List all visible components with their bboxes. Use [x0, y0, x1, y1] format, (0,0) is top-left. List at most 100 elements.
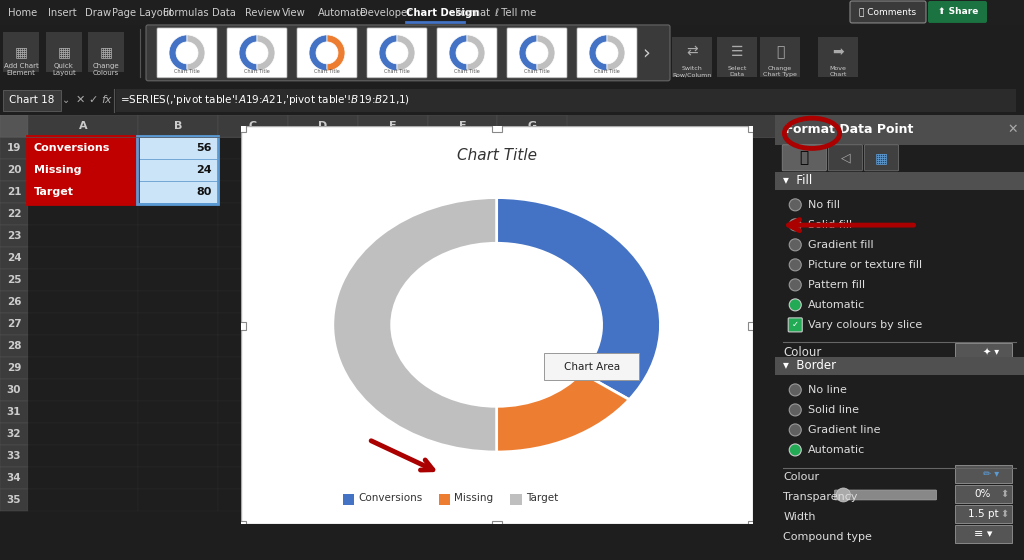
Bar — [28, 379, 138, 401]
Wedge shape — [379, 35, 397, 71]
Bar — [28, 137, 138, 159]
Bar — [138, 423, 218, 445]
Bar — [218, 467, 288, 489]
Bar — [428, 445, 498, 467]
FancyBboxPatch shape — [864, 145, 899, 171]
Bar — [498, 291, 567, 313]
Bar — [428, 467, 498, 489]
Text: Select
Data: Select Data — [727, 67, 746, 77]
Bar — [218, 115, 288, 137]
Bar — [748, 124, 758, 132]
Text: ⌄: ⌄ — [61, 95, 70, 105]
Bar — [0, 291, 28, 313]
Text: Picture or texture fill: Picture or texture fill — [808, 260, 923, 270]
Text: ⇄: ⇄ — [686, 45, 697, 59]
Bar — [288, 247, 357, 269]
Text: Chart Title: Chart Title — [457, 148, 537, 164]
Text: ⬍: ⬍ — [999, 509, 1008, 519]
Bar — [498, 313, 567, 335]
Bar — [137, 136, 218, 204]
Text: No fill: No fill — [808, 200, 841, 210]
Bar — [218, 423, 288, 445]
Bar — [498, 357, 567, 379]
Bar — [218, 379, 288, 401]
Bar — [492, 521, 502, 529]
Bar — [138, 379, 218, 401]
Bar — [357, 401, 428, 423]
Text: Review: Review — [245, 8, 281, 18]
Bar — [218, 489, 288, 511]
Bar — [28, 181, 138, 203]
Bar — [357, 181, 428, 203]
Bar — [218, 247, 288, 269]
Bar — [0, 225, 28, 247]
Bar — [492, 124, 502, 132]
Wedge shape — [589, 35, 607, 71]
Text: Change
Colours: Change Colours — [93, 63, 120, 76]
Bar — [357, 445, 428, 467]
Circle shape — [790, 199, 801, 211]
Text: G: G — [527, 121, 537, 131]
Circle shape — [790, 259, 801, 271]
Text: 22: 22 — [7, 209, 22, 219]
Bar — [138, 137, 218, 159]
Text: Missing: Missing — [34, 165, 82, 175]
Text: 27: 27 — [7, 319, 22, 329]
Text: 26: 26 — [7, 297, 22, 307]
FancyBboxPatch shape — [954, 505, 1012, 523]
Text: ✦ ▾: ✦ ▾ — [983, 348, 999, 358]
Bar — [0, 445, 28, 467]
Bar — [498, 379, 567, 401]
Text: ✕: ✕ — [1008, 123, 1018, 136]
Bar — [357, 467, 428, 489]
Bar — [288, 445, 357, 467]
Bar — [28, 445, 138, 467]
Bar — [28, 225, 138, 247]
Bar — [138, 489, 218, 511]
Bar — [428, 335, 498, 357]
Bar — [27, 136, 138, 204]
Bar — [0, 423, 28, 445]
Bar — [138, 335, 218, 357]
Bar — [428, 159, 498, 181]
Wedge shape — [467, 35, 485, 71]
FancyBboxPatch shape — [954, 485, 1012, 503]
Text: Automatic: Automatic — [808, 445, 865, 455]
FancyBboxPatch shape — [367, 28, 427, 78]
Text: ›: › — [642, 43, 650, 62]
Bar — [218, 335, 288, 357]
Bar — [428, 423, 498, 445]
Bar — [288, 313, 357, 335]
Text: Quick
Layout: Quick Layout — [52, 63, 76, 76]
FancyBboxPatch shape — [157, 28, 217, 78]
Bar — [498, 401, 567, 423]
Bar — [138, 401, 218, 423]
Text: Chart Title: Chart Title — [174, 69, 200, 74]
Bar — [218, 137, 288, 159]
Text: 56: 56 — [197, 143, 212, 153]
Wedge shape — [239, 35, 257, 71]
FancyBboxPatch shape — [3, 90, 61, 111]
Text: Format Data Point: Format Data Point — [785, 123, 913, 136]
Text: ▦: ▦ — [57, 45, 71, 59]
Wedge shape — [333, 198, 497, 452]
Bar — [138, 291, 218, 313]
Text: ℓ Tell me: ℓ Tell me — [494, 8, 537, 18]
FancyBboxPatch shape — [850, 1, 926, 23]
Bar — [138, 115, 218, 137]
Bar — [498, 159, 567, 181]
Bar — [357, 269, 428, 291]
Circle shape — [790, 444, 801, 456]
Bar — [28, 137, 138, 159]
Bar — [428, 357, 498, 379]
Text: Draw: Draw — [85, 8, 112, 18]
Bar — [0, 0, 1024, 25]
Text: ▾  Border: ▾ Border — [783, 360, 837, 372]
Text: No line: No line — [808, 385, 847, 395]
Bar — [218, 159, 288, 181]
Text: Automate: Automate — [318, 8, 367, 18]
Bar — [138, 313, 218, 335]
Text: ▾  Fill: ▾ Fill — [783, 174, 812, 188]
Bar — [138, 357, 218, 379]
Bar — [343, 494, 354, 505]
